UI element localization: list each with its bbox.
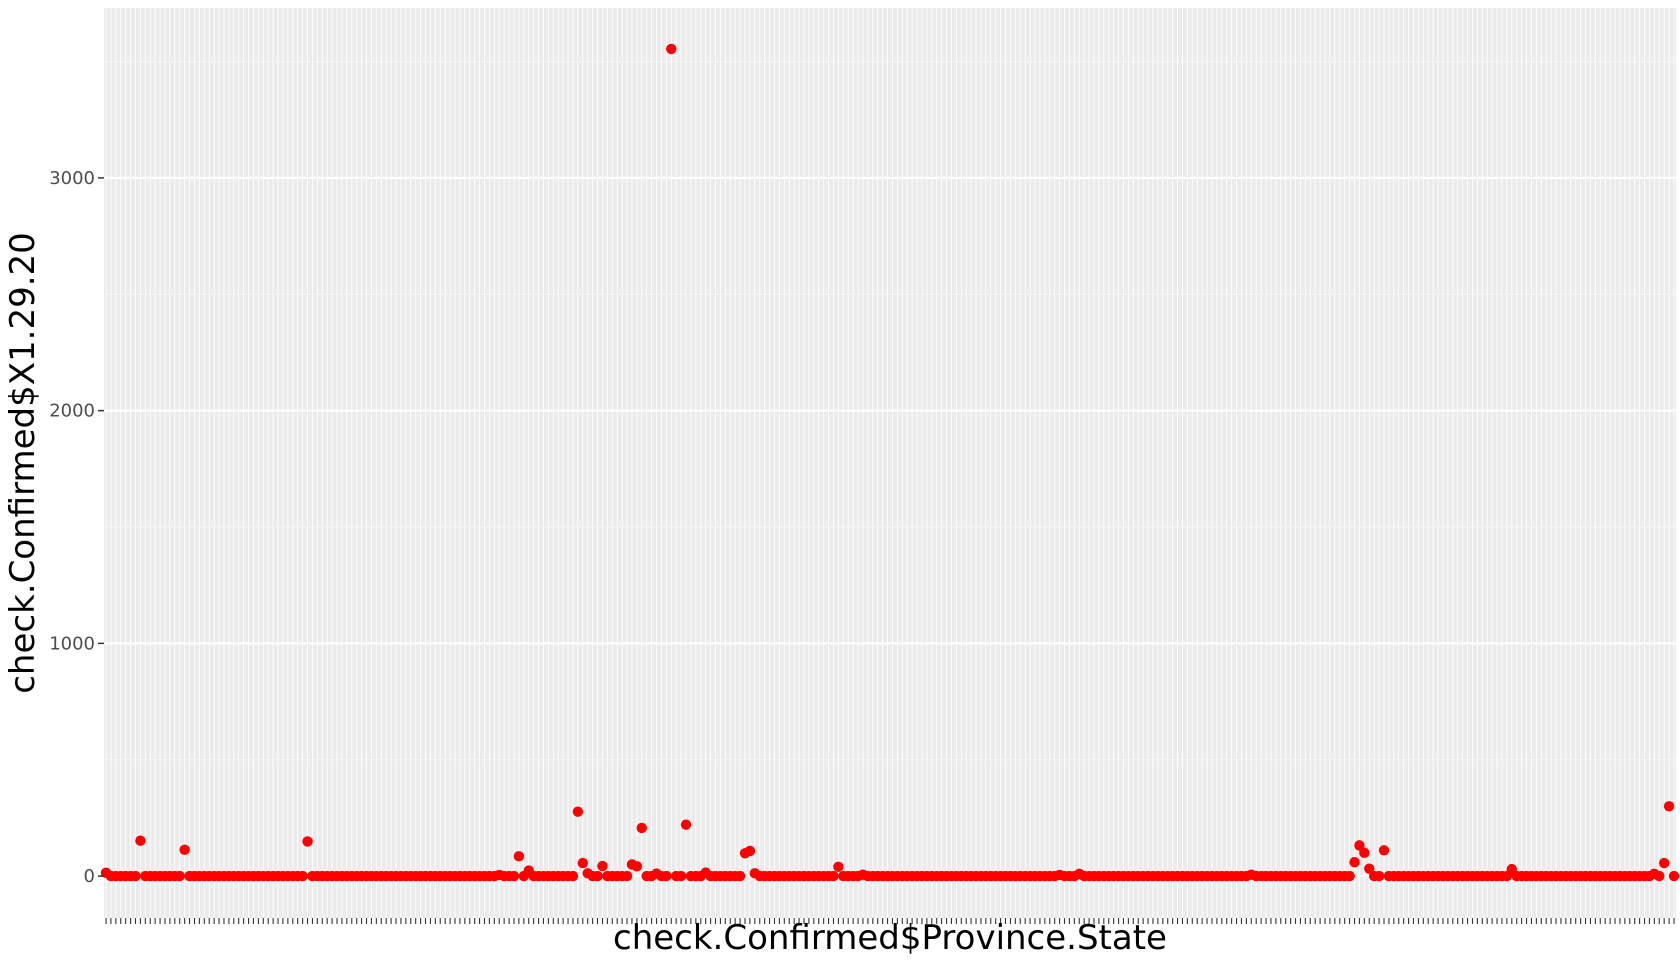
y-tick-label: 2000 — [49, 401, 95, 422]
data-point — [828, 870, 839, 882]
data-point — [1344, 870, 1355, 882]
data-point — [297, 870, 308, 882]
data-point — [1364, 863, 1375, 874]
data-point — [661, 870, 672, 882]
data-point — [680, 819, 692, 830]
data-point — [1654, 870, 1665, 882]
y-tick-label: 1000 — [49, 633, 95, 654]
data-point — [744, 845, 756, 857]
data-point — [577, 857, 588, 869]
data-point — [302, 836, 313, 847]
data-point — [135, 835, 146, 846]
data-point — [1354, 840, 1365, 851]
data-point — [734, 870, 746, 882]
data-point — [833, 861, 844, 872]
data-point — [592, 870, 603, 882]
data-point — [1658, 857, 1670, 869]
y-axis-title: check.Confirmed$X1.29.20 — [3, 232, 43, 694]
x-axis-ticks — [105, 918, 1675, 924]
horizontal-grid — [104, 60, 1676, 878]
data-point — [675, 870, 687, 882]
data-point — [597, 860, 608, 872]
data-point — [508, 870, 520, 882]
data-point — [1359, 847, 1370, 859]
data-points — [100, 43, 1680, 882]
data-point — [572, 806, 584, 817]
data-point — [1663, 801, 1675, 812]
y-tick-label: 0 — [84, 866, 95, 887]
data-point — [1349, 856, 1360, 868]
data-point — [1378, 845, 1390, 856]
data-point — [1373, 870, 1385, 882]
data-point — [513, 851, 525, 862]
data-point — [666, 43, 677, 55]
data-point — [621, 870, 633, 882]
data-point — [179, 844, 190, 856]
data-point — [130, 870, 141, 882]
plot-panel — [104, 8, 1676, 918]
y-axis: 0 1000 2000 3000 — [49, 168, 104, 887]
x-axis-title: check.Confirmed$Province.State — [613, 918, 1167, 958]
vertical-grid — [105, 8, 1675, 918]
data-point — [174, 870, 185, 882]
data-point — [567, 870, 579, 882]
y-tick-label: 3000 — [49, 168, 95, 189]
data-point — [636, 822, 647, 834]
data-point — [631, 861, 643, 872]
data-point — [1668, 870, 1680, 882]
